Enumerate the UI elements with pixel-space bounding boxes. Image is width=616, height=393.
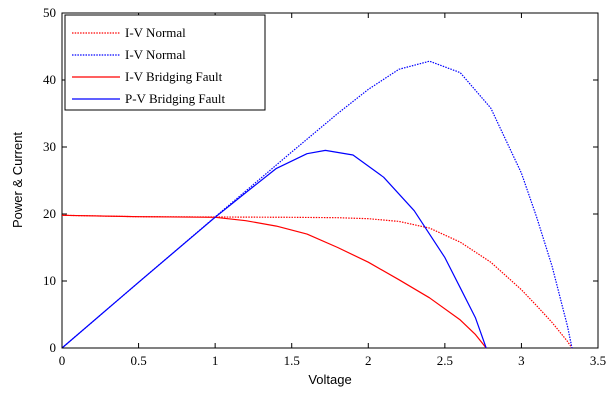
x-tick-label: 2 [365,353,372,368]
y-tick-label: 10 [43,273,56,288]
x-tick-label: 3.5 [590,353,606,368]
legend-label-4: P-V Bridging Fault [125,91,226,106]
x-axis-label: Voltage [308,372,351,387]
y-tick-label: 20 [43,206,56,221]
y-tick-label: 50 [43,5,56,20]
y-tick-label: 40 [43,72,56,87]
y-tick-label: 0 [50,340,57,355]
series-lines [61,60,573,349]
x-tick-label: 1.5 [284,353,300,368]
x-tick-label: 0 [59,353,66,368]
y-tick-label: 30 [43,139,56,154]
legend-label-3: I-V Bridging Fault [125,69,223,84]
x-tick-label: 3 [518,353,525,368]
legend-box [64,14,266,111]
series-line-4 [61,149,487,349]
legend-label-1: I-V Normal [125,25,186,40]
series-line-1 [61,214,573,349]
legend: I-V Normal I-V Normal I-V Bridging Fault P-… [64,14,266,111]
x-tick-label: 1 [212,353,219,368]
x-tick-label: 2.5 [437,353,453,368]
x-ticks: 0 0.5 1 1.5 2 2.5 3 3.5 [59,13,606,368]
y-axis-label: Power & Current [10,132,25,228]
x-tick-label: 0.5 [130,353,146,368]
legend-label-2: I-V Normal [125,47,186,62]
series-line-2 [61,60,573,349]
y-ticks: 0 10 20 30 40 50 [43,5,598,355]
